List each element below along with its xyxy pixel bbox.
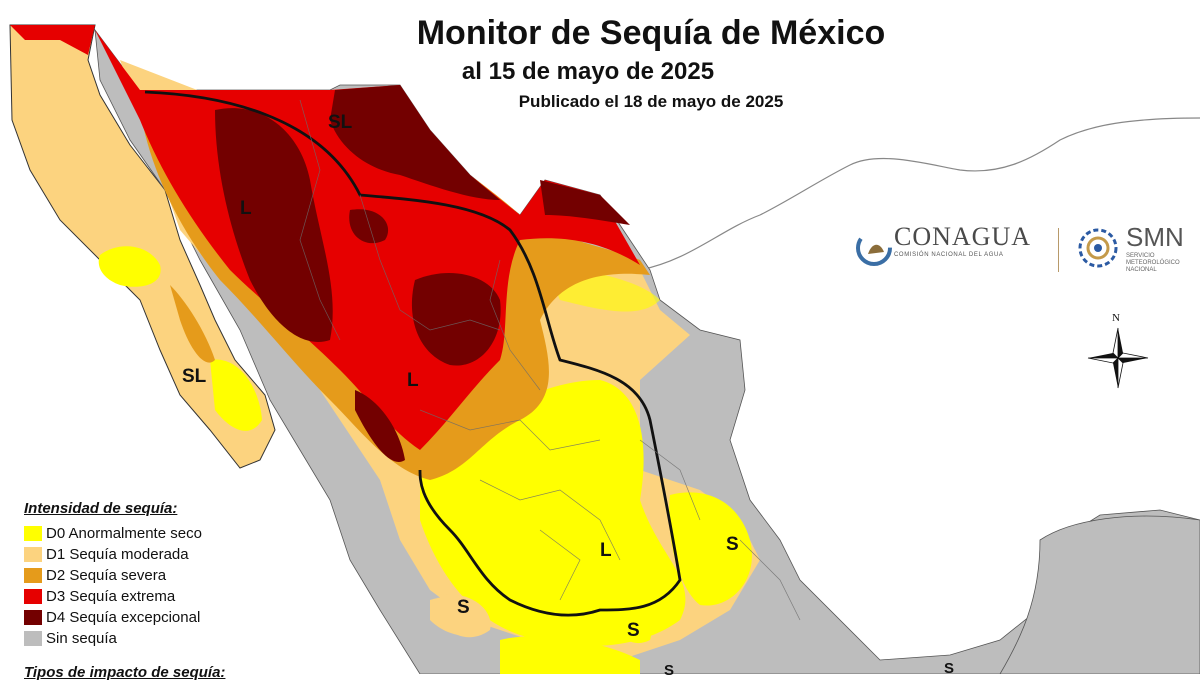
d0-gulf [669, 492, 752, 606]
legend-label-d3: D3 Sequía extrema [46, 588, 176, 605]
impact-label-sl-north: SL [328, 112, 353, 133]
publication-date: Publicado el 18 de mayo de 2025 [518, 92, 784, 111]
legend-item-d4: D4 Sequía excepcional [24, 607, 244, 628]
legend-label-d1: D1 Sequía moderada [46, 546, 189, 563]
legend-label-d0: D0 Anormalmente seco [46, 525, 202, 542]
legend-title: Intensidad de sequía: [24, 500, 178, 517]
d4-tamaulipas [540, 180, 630, 225]
d4-sonora [215, 108, 333, 342]
smn-logo: SMN SERVICIO METEOROLÓGICO NACIONAL [1076, 222, 1184, 274]
smn-emblem-icon [1078, 228, 1118, 268]
d1-south-west [440, 594, 491, 638]
baja-d0-patch [98, 246, 161, 287]
d0-south-patch [619, 618, 651, 644]
impact-label-l-sonora: L [240, 198, 252, 219]
legend-swatch-no-drought [24, 631, 42, 646]
north-label: N [1112, 312, 1120, 324]
legend-label-d4: D4 Sequía excepcional [46, 609, 201, 626]
compass-rose [1087, 327, 1149, 389]
impact-label-s-south: S [627, 620, 640, 641]
impact-types-title: Tipos de impacto de sequía: [24, 664, 226, 681]
legend-swatch-d4 [24, 610, 42, 625]
d0-south-strip [500, 636, 640, 674]
impact-label-s-west: S [457, 597, 470, 618]
d4-chihuahua-north [330, 85, 500, 200]
baja-d3-north [10, 25, 95, 55]
legend-item-d2: D2 Sequía severa [24, 565, 244, 586]
impact-label-l-chihuahua: L [407, 370, 419, 391]
legend-item-d1: D1 Sequía moderada [24, 544, 244, 565]
smn-wordmark: SMN [1126, 222, 1184, 252]
impact-label-s-bottom: S [664, 662, 675, 679]
d4-chihuahua-center [411, 272, 501, 366]
yucatan-peninsula [999, 515, 1200, 674]
baja-d0-south [210, 359, 262, 431]
conagua-wordmark: CONAGUA [894, 222, 1031, 251]
map-date: al 15 de mayo de 2025 [461, 58, 715, 85]
state-borders [299, 99, 1121, 651]
d4-sinaloa [355, 390, 405, 462]
legend-swatch-d1 [24, 547, 42, 562]
conagua-subtitle: COMISIÓN NACIONAL DEL AGUA [894, 252, 1004, 258]
impact-boundary-line [144, 90, 682, 617]
logo-divider [1058, 228, 1059, 272]
smn-subtitle-2: METEOROLÓGICO [1126, 260, 1180, 266]
smn-subtitle-1: SERVICIO [1126, 253, 1155, 259]
legend-item-d0: D0 Anormalmente seco [24, 523, 244, 544]
conagua-emblem-icon [856, 230, 892, 266]
legend: Intensidad de sequía: D0 Anormalmente se… [24, 500, 244, 649]
impact-label-s-gulf: S [944, 660, 955, 677]
impact-label-l-center: L [600, 540, 612, 561]
legend-swatch-d0 [24, 526, 42, 541]
d4-chihuahua-west [349, 209, 389, 244]
us-gulf-coast-line [639, 117, 1200, 271]
legend-label-no-drought: Sin sequía [46, 630, 117, 647]
smn-subtitle-3: NACIONAL [1126, 267, 1157, 273]
legend-item-d3: D3 Sequía extrema [24, 586, 244, 607]
legend-swatch-d2 [24, 568, 42, 583]
impact-label-sl-bcs: SL [182, 366, 207, 387]
conagua-logo: CONAGUA COMISIÓN NACIONAL DEL AGUA [858, 222, 1031, 258]
baja-d2-strip [170, 285, 215, 363]
legend-item-no-drought: Sin sequía [24, 628, 244, 649]
legend-swatch-d3 [24, 589, 42, 604]
map-title: Monitor de Sequía de México [416, 14, 886, 52]
legend-label-d2: D2 Sequía severa [46, 567, 167, 584]
impact-label-s-east: S [726, 534, 739, 555]
